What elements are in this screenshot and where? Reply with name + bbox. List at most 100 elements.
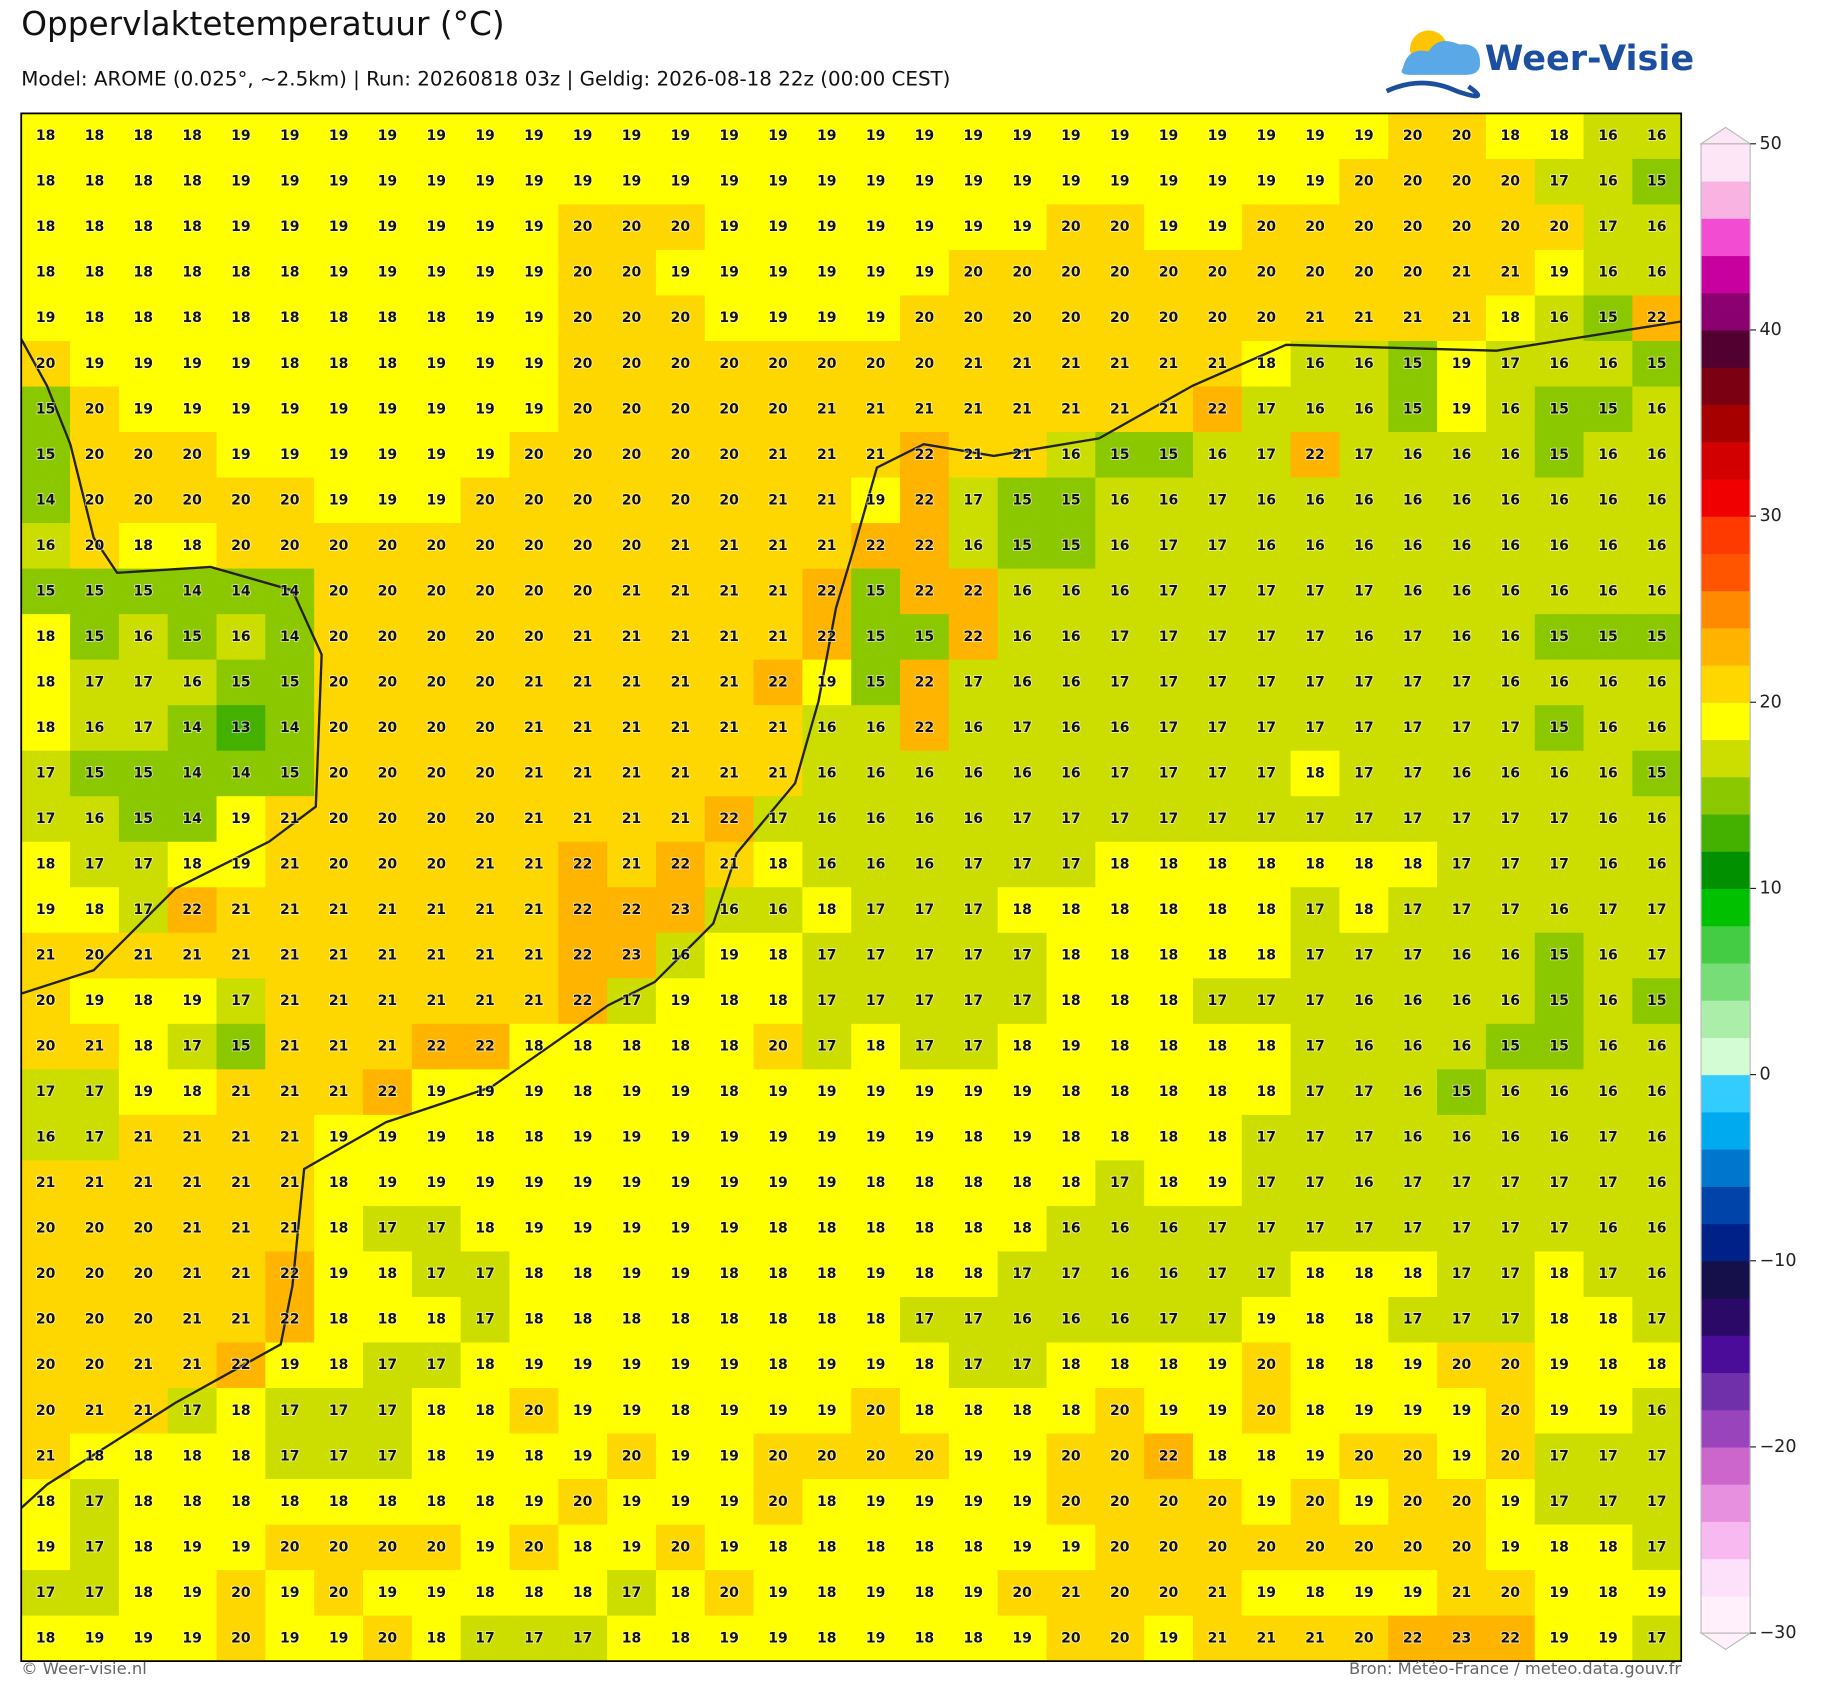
temperature-cell xyxy=(1388,432,1438,479)
temperature-label: 17 xyxy=(1159,674,1179,690)
temperature-label: 18 xyxy=(1159,902,1179,918)
temperature-label: 20 xyxy=(1208,1494,1228,1510)
temperature-label: 17 xyxy=(1549,1221,1569,1237)
temperature-cell xyxy=(1485,1023,1536,1071)
colorbar-tick-label: 40 xyxy=(1760,320,1782,340)
temperature-cell xyxy=(411,1615,462,1662)
temperature-label: 20 xyxy=(1110,1403,1130,1419)
temperature-label: 21 xyxy=(475,902,495,918)
temperature-cell xyxy=(167,978,218,1025)
colorbar-band xyxy=(1701,1037,1751,1076)
temperature-cell xyxy=(216,1387,267,1435)
temperature-cell xyxy=(1339,1114,1389,1162)
temperature-label: 22 xyxy=(915,583,935,599)
temperature-label: 17 xyxy=(1403,720,1423,736)
temperature-label: 17 xyxy=(231,993,251,1009)
temperature-cell xyxy=(411,523,462,570)
temperature-cell xyxy=(655,614,706,661)
temperature-cell xyxy=(1192,158,1243,206)
temperature-label: 18 xyxy=(524,1130,544,1146)
temperature-label: 18 xyxy=(475,1221,495,1237)
temperature-cell xyxy=(1192,477,1243,524)
temperature-cell xyxy=(1192,1069,1243,1116)
temperature-cell xyxy=(1192,932,1243,980)
temperature-cell xyxy=(704,1433,755,1480)
temperature-cell xyxy=(1290,113,1341,160)
temperature-label: 17 xyxy=(475,1630,495,1646)
temperature-cell xyxy=(1485,887,1536,934)
temperature-cell xyxy=(704,1160,755,1207)
temperature-cell xyxy=(216,1570,267,1617)
temperature-label: 17 xyxy=(1354,811,1374,827)
temperature-cell xyxy=(1583,1160,1634,1207)
temperature-label: 18 xyxy=(1110,1039,1130,1055)
temperature-cell xyxy=(460,204,511,251)
temperature-label: 22 xyxy=(573,856,593,872)
temperature-cell xyxy=(1632,249,1682,297)
temperature-label: 16 xyxy=(1061,674,1081,690)
temperature-cell xyxy=(1046,1570,1097,1617)
temperature-label: 21 xyxy=(475,856,495,872)
temperature-cell xyxy=(118,659,169,706)
temperature-cell xyxy=(1388,158,1438,206)
temperature-cell xyxy=(1485,1296,1536,1344)
temperature-label: 19 xyxy=(231,219,251,235)
colorbar-band xyxy=(1701,404,1751,443)
temperature-label: 17 xyxy=(1501,902,1521,918)
temperature-label: 17 xyxy=(1598,1266,1618,1282)
temperature-label: 18 xyxy=(1598,1312,1618,1328)
temperature-label: 16 xyxy=(36,1130,56,1146)
temperature-label: 18 xyxy=(817,1494,837,1510)
temperature-cell xyxy=(948,158,999,206)
temperature-cell xyxy=(753,477,804,524)
temperature-cell xyxy=(411,614,462,661)
temperature-label: 18 xyxy=(817,1585,837,1601)
temperature-label: 21 xyxy=(1110,356,1130,372)
temperature-cell xyxy=(1632,113,1682,160)
temperature-cell xyxy=(362,659,413,706)
temperature-cell xyxy=(1095,1479,1145,1526)
temperature-label: 19 xyxy=(573,1221,593,1237)
temperature-cell xyxy=(997,1160,1048,1207)
temperature-label: 18 xyxy=(1208,856,1228,872)
temperature-label: 17 xyxy=(475,1312,495,1328)
temperature-label: 19 xyxy=(719,1403,739,1419)
temperature-label: 19 xyxy=(182,401,202,417)
temperature-label: 16 xyxy=(866,765,886,781)
temperature-label: 21 xyxy=(768,765,788,781)
temperature-label: 20 xyxy=(329,720,349,736)
temperature-cell xyxy=(411,1387,462,1435)
temperature-label: 19 xyxy=(426,356,446,372)
temperature-label: 18 xyxy=(329,1357,349,1373)
temperature-label: 19 xyxy=(134,1630,154,1646)
temperature-cell xyxy=(167,1296,218,1344)
temperature-label: 18 xyxy=(134,993,154,1009)
temperature-label: 19 xyxy=(475,1084,495,1100)
temperature-cell xyxy=(1241,1296,1292,1344)
temperature-label: 21 xyxy=(182,1266,202,1282)
temperature-cell xyxy=(460,1251,511,1298)
temperature-label: 19 xyxy=(817,310,837,326)
temperature-cell xyxy=(1437,614,1487,661)
temperature-label: 17 xyxy=(1403,1221,1423,1237)
temperature-label: 17 xyxy=(964,1039,984,1055)
temperature-cell xyxy=(948,204,999,251)
temperature-label: 16 xyxy=(719,902,739,918)
temperature-cell xyxy=(265,386,315,433)
temperature-cell xyxy=(997,1069,1048,1116)
temperature-label: 20 xyxy=(36,1312,56,1328)
temperature-cell xyxy=(900,659,950,706)
temperature-label: 16 xyxy=(1647,401,1667,417)
temperature-label: 18 xyxy=(817,1266,837,1282)
temperature-label: 18 xyxy=(1256,1039,1276,1055)
temperature-cell xyxy=(460,1479,511,1526)
temperature-label: 20 xyxy=(1256,310,1276,326)
temperature-label: 22 xyxy=(964,583,984,599)
temperature-label: 17 xyxy=(134,856,154,872)
temperature-cell xyxy=(1241,1205,1292,1253)
temperature-cell xyxy=(1583,1023,1634,1071)
temperature-label: 18 xyxy=(671,1039,691,1055)
temperature-cell xyxy=(1144,1615,1194,1662)
temperature-cell xyxy=(21,1160,71,1207)
temperature-cell xyxy=(1095,204,1145,251)
